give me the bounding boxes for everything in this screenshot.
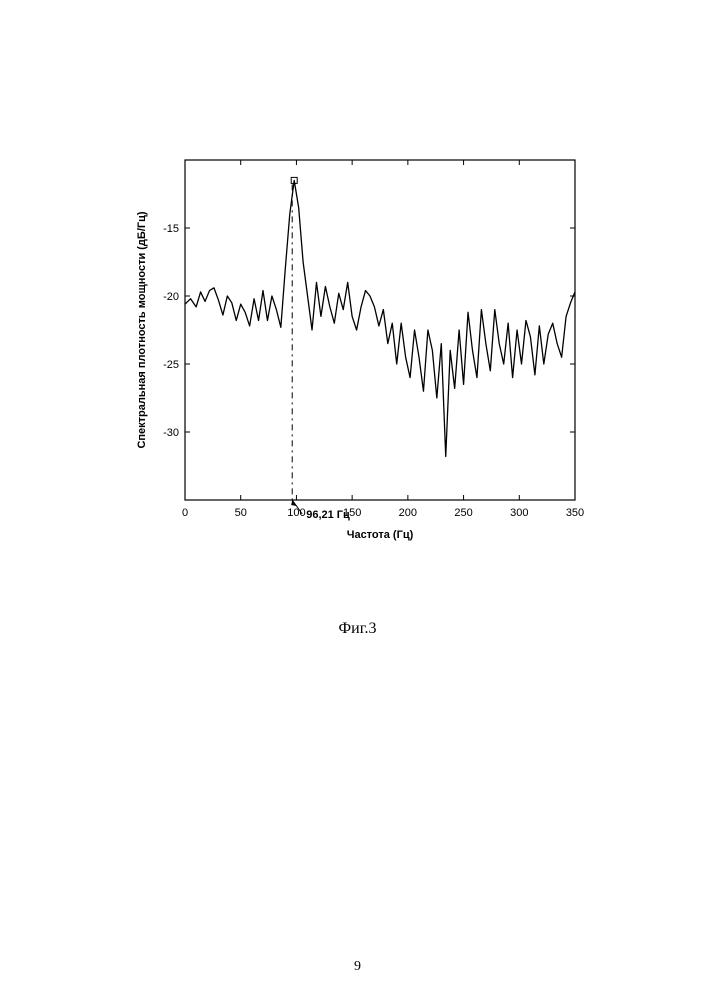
svg-text:96,21 Гц: 96,21 Гц xyxy=(306,509,350,521)
svg-text:350: 350 xyxy=(566,507,584,519)
svg-text:200: 200 xyxy=(399,507,417,519)
svg-text:50: 50 xyxy=(235,507,247,519)
svg-text:-25: -25 xyxy=(163,359,179,371)
chart-svg: 050100150200250300350-15-20-25-3096,21 Г… xyxy=(130,150,585,570)
svg-text:-30: -30 xyxy=(163,427,179,439)
svg-text:0: 0 xyxy=(182,507,188,519)
page: 050100150200250300350-15-20-25-3096,21 Г… xyxy=(0,0,715,1000)
svg-text:-20: -20 xyxy=(163,291,179,303)
svg-text:-15: -15 xyxy=(163,223,179,235)
page-number: 9 xyxy=(0,959,715,975)
svg-text:300: 300 xyxy=(510,507,528,519)
svg-text:Частота (Гц): Частота (Гц) xyxy=(347,529,414,541)
figure-caption: Фиг.3 xyxy=(0,620,715,638)
chart-container: 050100150200250300350-15-20-25-3096,21 Г… xyxy=(130,150,585,570)
svg-text:100: 100 xyxy=(287,507,305,519)
svg-text:250: 250 xyxy=(454,507,472,519)
svg-text:Спектральная плотность мощност: Спектральная плотность мощности (дБ/Гц) xyxy=(136,211,148,448)
